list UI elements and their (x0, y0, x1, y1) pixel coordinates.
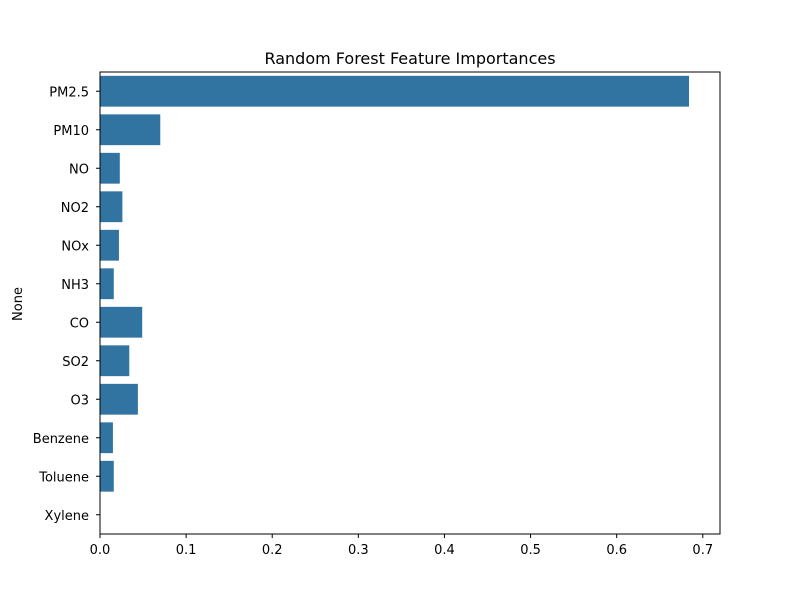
x-ticks-group: 0.0 0.1 0.2 0.3 0.4 0.5 0.6 0.7 (90, 534, 713, 558)
bar-pm2-5 (100, 75, 689, 107)
bar-pm10 (100, 114, 161, 146)
y-tick-label: O3 (70, 393, 89, 408)
x-tick-label: 0.5 (520, 543, 541, 558)
y-tick-label: SO2 (62, 355, 89, 370)
y-ticks-group: PM2.5 PM10 NO NO2 NOx NH3 CO SO2 O3 Benzene Toluen… (33, 85, 100, 524)
bar-nox (100, 229, 119, 261)
x-tick-label: 0.6 (606, 543, 627, 558)
x-tick-label: 0.0 (90, 543, 111, 558)
y-tick-label: Benzene (33, 432, 89, 447)
bars-group (100, 75, 689, 492)
chart-title: Random Forest Feature Importances (264, 49, 555, 68)
bar-benzene (100, 422, 113, 454)
x-tick-label: 0.3 (348, 543, 369, 558)
x-tick-label: 0.7 (692, 543, 713, 558)
bar-toluene (100, 460, 114, 492)
y-axis-label: None (11, 287, 26, 321)
bar-nh3 (100, 268, 114, 300)
y-tick-label: CO (70, 316, 89, 331)
y-tick-label: PM10 (53, 124, 89, 139)
x-tick-label: 0.4 (434, 543, 455, 558)
y-tick-label: PM2.5 (49, 85, 89, 100)
y-tick-label: Xylene (45, 509, 89, 524)
y-tick-label: NOx (61, 239, 89, 254)
y-tick-label: NO (69, 162, 89, 177)
x-tick-label: 0.2 (262, 543, 283, 558)
bar-no (100, 152, 120, 184)
y-tick-label: NH3 (61, 278, 89, 293)
bar-o3 (100, 383, 138, 415)
bar-co (100, 306, 143, 338)
y-tick-label: Toluene (38, 470, 89, 485)
bar-so2 (100, 345, 130, 377)
y-tick-label: NO2 (61, 201, 89, 216)
x-tick-label: 0.1 (176, 543, 197, 558)
bar-no2 (100, 191, 123, 223)
plot-frame (99, 71, 721, 535)
